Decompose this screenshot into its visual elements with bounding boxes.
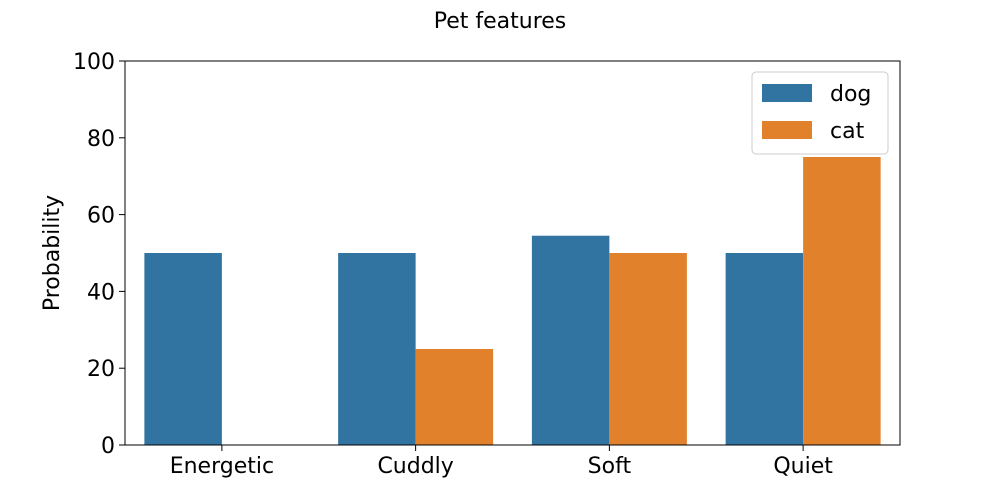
bar-cat-cuddly	[415, 349, 494, 445]
x-tick-label-soft: Soft	[588, 454, 632, 479]
x-tick-label-cuddly: Cuddly	[377, 454, 453, 479]
y-tick-label-40: 40	[87, 280, 115, 305]
x-tick-label-quiet: Quiet	[773, 454, 833, 479]
chart-title: Pet features	[434, 9, 567, 34]
legend-label-dog: dog	[830, 82, 871, 107]
bar-dog-energetic	[144, 253, 222, 445]
y-tick-label-20: 20	[87, 357, 115, 382]
plot-frame	[124, 60, 901, 446]
legend-swatch-cat	[762, 121, 812, 139]
y-axis-label: Probability	[40, 195, 65, 311]
bar-dog-soft	[531, 235, 610, 445]
y-tick-label-80: 80	[87, 127, 115, 152]
axes-layer: 0 20 40 60 80 100 Energetic Cuddly Soft Quiet	[73, 50, 901, 479]
legend-label-cat: cat	[830, 119, 865, 144]
x-tick-label-energetic: Energetic	[170, 454, 274, 479]
legend: dog cat	[751, 71, 889, 155]
bar-cat-quiet	[803, 157, 881, 445]
bar-dog-quiet	[725, 253, 804, 445]
bar-dog-cuddly	[338, 253, 416, 445]
y-tick-label-60: 60	[87, 204, 115, 229]
bar-cat-soft	[609, 253, 687, 445]
y-tick-label-100: 100	[73, 50, 115, 75]
legend-swatch-dog	[762, 84, 812, 102]
y-tick-label-0: 0	[101, 434, 115, 459]
bars-layer	[144, 157, 881, 445]
